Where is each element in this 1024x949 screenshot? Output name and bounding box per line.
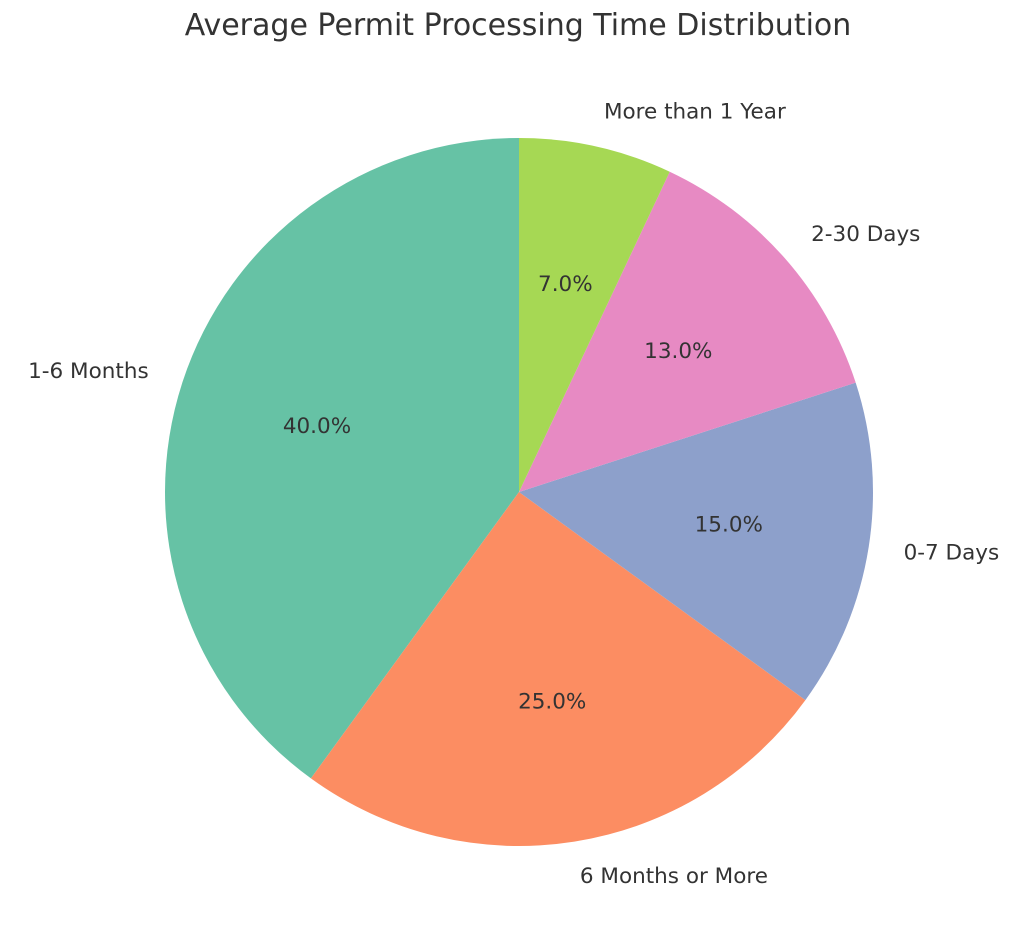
- pie-slice-2-30-days: [519, 171, 856, 492]
- chart-title: Average Permit Processing Time Distribut…: [184, 8, 852, 43]
- pie-slice-1-6-months: [164, 138, 520, 779]
- pie-slice-0-7-days: [519, 382, 873, 701]
- category-label-more-than-1-year: More than 1 Year: [604, 99, 786, 124]
- category-label-0-7-days: 0-7 Days: [904, 540, 1000, 565]
- pct-label-1-6-months: 40.0%: [283, 414, 351, 439]
- pct-label-2-30-days: 13.0%: [644, 339, 712, 364]
- category-label-1-6-months: 1-6 Months: [28, 359, 149, 384]
- pie-slice-more-than-1-year: [519, 138, 670, 492]
- pie-slice-6-months-or-more: [310, 492, 806, 846]
- category-label-2-30-days: 2-30 Days: [811, 222, 920, 247]
- pct-label-more-than-1-year: 7.0%: [538, 272, 593, 297]
- category-label-6-months-or-more: 6 Months or More: [580, 864, 768, 889]
- pct-label-6-months-or-more: 25.0%: [518, 689, 586, 714]
- pct-label-0-7-days: 15.0%: [695, 513, 763, 538]
